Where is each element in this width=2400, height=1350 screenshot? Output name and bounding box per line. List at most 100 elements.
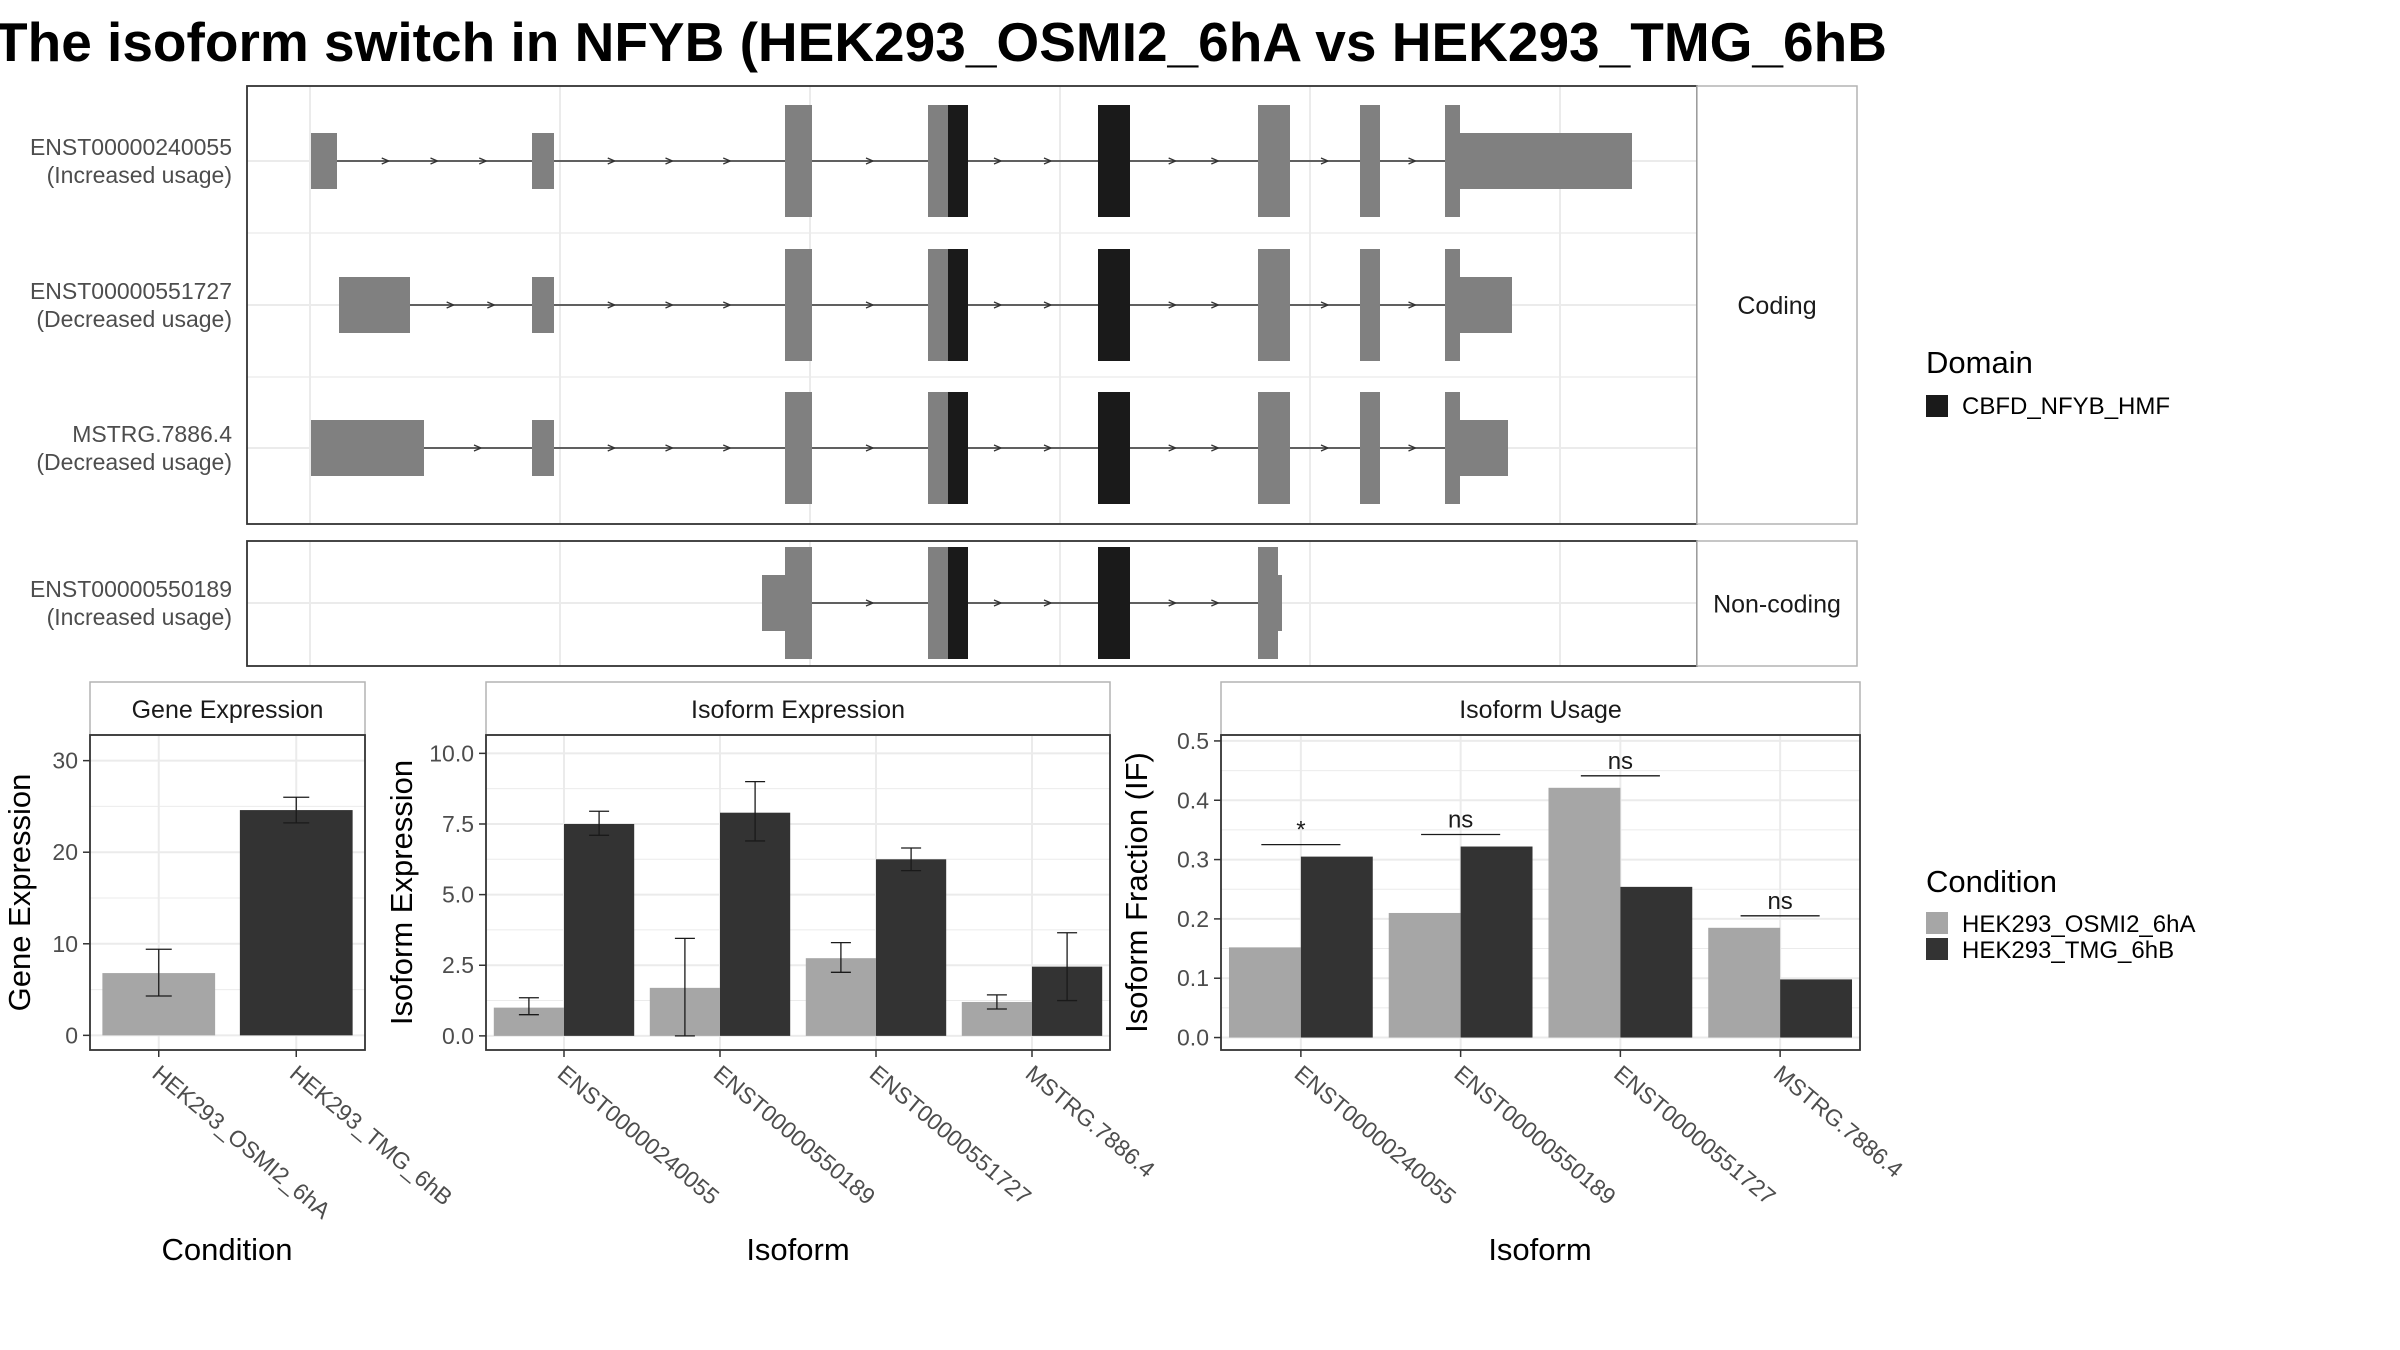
bar <box>1388 912 1461 1038</box>
intron-arrow <box>473 444 483 452</box>
intron-arrow <box>1211 157 1220 165</box>
x-tick-label: ENST00000550189 <box>709 1060 881 1210</box>
x-axis-title: Isoform <box>1488 1232 1591 1267</box>
exon-block <box>1445 392 1460 504</box>
bar <box>1460 846 1533 1038</box>
exon-block <box>1258 249 1290 361</box>
transcript-usage-label: (Decreased usage) <box>36 449 232 475</box>
intron-arrow <box>665 157 675 165</box>
x-axis-title: Isoform <box>746 1232 849 1267</box>
exon-block <box>1460 420 1508 476</box>
exon-block <box>1258 392 1290 504</box>
panel-border <box>485 734 1111 1051</box>
exon-block <box>532 133 554 189</box>
y-axis-title: Isoform Expression <box>384 760 419 1025</box>
exon-block <box>1460 277 1512 333</box>
figure-title: The isoform switch in NFYB (HEK293_OSMI2… <box>0 11 1887 73</box>
intron-arrow <box>1168 599 1178 607</box>
bar <box>564 823 635 1036</box>
significance-label: ns <box>1448 807 1473 834</box>
intron-arrow <box>1320 157 1330 165</box>
x-tick-label: ENST00000550189 <box>1449 1060 1621 1210</box>
domain-block <box>948 547 968 659</box>
intron-arrow <box>1211 301 1220 309</box>
intron-arrow <box>722 444 732 452</box>
domain-block <box>1098 105 1130 217</box>
intron-arrow <box>607 301 617 309</box>
intron-arrow <box>1043 444 1053 452</box>
facet-strip <box>1696 540 1858 667</box>
panel-strip <box>485 681 1111 736</box>
exon-block <box>532 420 554 476</box>
domain-block <box>948 249 968 361</box>
facet-strip-label: Non-coding <box>1713 591 1841 619</box>
y-tick-label: 0.5 <box>1177 728 1209 754</box>
exon-block <box>1360 105 1380 217</box>
exon-block <box>762 575 785 631</box>
panel-border <box>1220 734 1861 1051</box>
significance-label: * <box>1296 817 1305 844</box>
y-tick-label: 0.3 <box>1177 847 1209 873</box>
intron-arrow <box>1043 599 1053 607</box>
significance-label: ns <box>1767 888 1792 915</box>
transcript-id-label: ENST00000551727 <box>30 278 232 304</box>
exon-block <box>928 547 948 659</box>
y-tick-label: 10.0 <box>429 740 474 766</box>
domain-block <box>1098 392 1130 504</box>
exon-block <box>785 105 812 217</box>
intron-arrow <box>993 157 1003 165</box>
condition-legend-key <box>1926 912 1948 934</box>
exon-block <box>785 249 812 361</box>
intron-arrow <box>1320 301 1330 309</box>
intron-arrow <box>478 157 488 165</box>
panel-strip-title: Gene Expression <box>132 696 324 724</box>
exon-block <box>1258 547 1278 659</box>
domain-legend-key <box>1926 395 1948 417</box>
y-tick-label: 20 <box>52 839 78 865</box>
bar <box>239 810 353 1036</box>
intron-arrow <box>1168 157 1178 165</box>
panel-strip-title: Isoform Expression <box>691 696 905 724</box>
bar <box>1780 979 1853 1038</box>
condition-legend-label: HEK293_TMG_6hB <box>1962 937 2174 964</box>
exon-block <box>1258 105 1290 217</box>
intron-arrow <box>430 157 440 165</box>
bar <box>720 812 791 1036</box>
intron-arrow <box>1408 444 1418 452</box>
x-tick-label: ENST00000551727 <box>1609 1060 1781 1210</box>
exon-block <box>928 105 948 217</box>
intron-arrow <box>665 444 675 452</box>
intron-arrow <box>1320 444 1330 452</box>
bar <box>1708 927 1781 1038</box>
intron-arrow <box>865 444 875 452</box>
condition-legend-key <box>1926 938 1948 960</box>
intron-arrow <box>446 301 456 309</box>
y-axis-title: Gene Expression <box>2 774 37 1012</box>
exon-block <box>928 249 948 361</box>
bar <box>876 859 947 1036</box>
exon-block <box>532 277 554 333</box>
y-tick-label: 5.0 <box>442 882 474 908</box>
y-axis-title: Isoform Fraction (IF) <box>1119 752 1154 1033</box>
domain-block <box>1098 547 1130 659</box>
intron-arrow <box>865 599 875 607</box>
y-tick-label: 0.0 <box>1177 1025 1209 1051</box>
domain-legend-title: Domain <box>1926 345 2033 380</box>
transcript-id-label: ENST00000550189 <box>30 576 232 602</box>
intron-arrow <box>1043 301 1053 309</box>
domain-block <box>948 105 968 217</box>
transcript-usage-label: (Increased usage) <box>47 604 232 630</box>
y-tick-label: 0.1 <box>1177 965 1209 991</box>
intron-arrow <box>1211 444 1220 452</box>
exon-block <box>1445 105 1460 217</box>
exon-block <box>1460 133 1632 189</box>
y-tick-label: 2.5 <box>442 952 474 978</box>
x-tick-label: MSTRG.7886.4 <box>1021 1060 1160 1183</box>
exon-block <box>311 420 424 476</box>
intron-arrow <box>722 301 732 309</box>
exon-block <box>785 547 812 659</box>
domain-legend-label: CBFD_NFYB_HMF <box>1962 393 2170 420</box>
y-tick-label: 30 <box>52 748 78 774</box>
domain-block <box>948 392 968 504</box>
